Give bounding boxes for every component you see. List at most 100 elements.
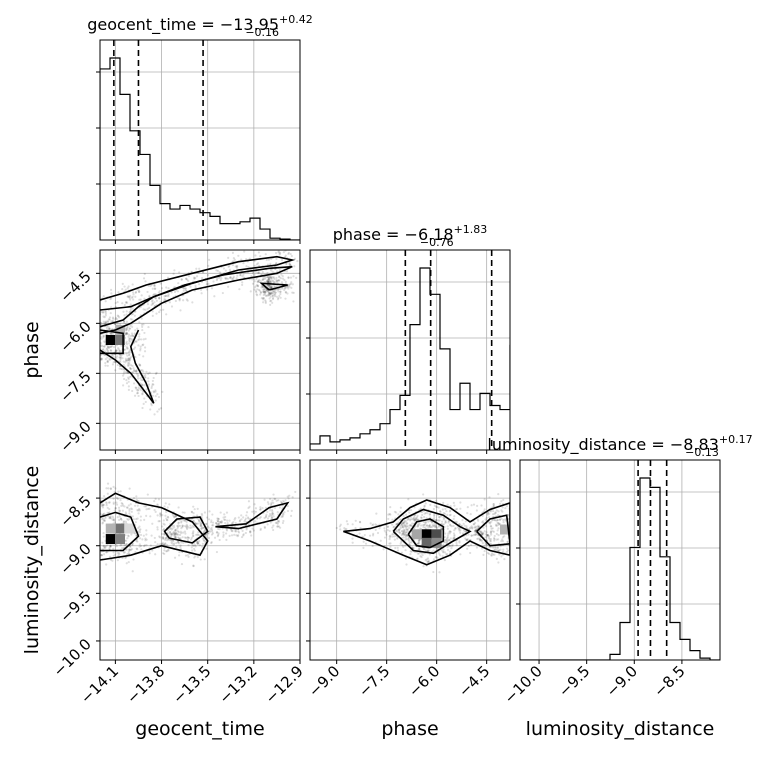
sample-point xyxy=(125,333,128,336)
sample-point xyxy=(131,283,134,286)
sample-point xyxy=(265,258,268,262)
sample-point xyxy=(109,515,112,518)
sample-point xyxy=(432,507,435,511)
sample-point xyxy=(517,544,519,546)
sample-point xyxy=(130,533,133,536)
sample-point xyxy=(168,503,171,506)
sample-point xyxy=(443,517,446,520)
sample-point xyxy=(118,323,122,326)
sample-point xyxy=(264,515,268,518)
sample-point xyxy=(276,511,279,514)
sample-point xyxy=(147,372,150,375)
sample-point xyxy=(404,533,407,536)
sample-point xyxy=(166,550,169,553)
sample-point xyxy=(489,537,493,541)
sample-point xyxy=(168,527,171,531)
sample-point xyxy=(438,571,441,574)
sample-point xyxy=(125,371,128,374)
sample-point xyxy=(191,535,195,538)
sample-point xyxy=(188,536,191,540)
sample-point xyxy=(122,520,126,523)
sample-point xyxy=(177,282,180,285)
sample-point xyxy=(289,282,293,286)
sample-point xyxy=(496,514,500,517)
sample-point xyxy=(488,512,491,515)
sample-point xyxy=(124,327,127,330)
sample-point xyxy=(120,501,123,505)
sample-point xyxy=(436,505,439,509)
sample-point xyxy=(90,334,92,336)
sample-point xyxy=(199,522,202,526)
sample-point xyxy=(234,517,237,520)
sample-point xyxy=(283,286,286,290)
sample-point xyxy=(407,517,410,521)
sample-point xyxy=(255,284,258,287)
sample-point xyxy=(266,284,269,287)
sample-point xyxy=(404,531,407,534)
sample-point xyxy=(135,495,138,498)
sample-point xyxy=(269,292,272,295)
sample-point xyxy=(139,347,142,350)
sample-point xyxy=(124,520,127,523)
sample-point xyxy=(173,556,177,559)
sample-point xyxy=(97,332,99,334)
sample-point xyxy=(402,531,405,534)
sample-point xyxy=(111,515,114,518)
sample-point xyxy=(108,547,111,550)
sample-point xyxy=(420,510,424,514)
sample-point xyxy=(154,372,158,375)
sample-point xyxy=(231,277,234,280)
sample-point xyxy=(192,511,195,515)
sample-point xyxy=(404,549,407,552)
sample-point xyxy=(199,558,202,561)
sample-point xyxy=(103,340,106,343)
sample-point xyxy=(113,322,117,326)
sample-point xyxy=(263,277,267,280)
sample-point xyxy=(180,278,183,281)
sample-point xyxy=(448,523,452,526)
sample-point xyxy=(130,338,134,341)
sample-point xyxy=(388,535,391,538)
sample-point xyxy=(155,299,158,302)
sample-point xyxy=(400,534,404,537)
sample-point xyxy=(118,515,121,518)
sample-point xyxy=(151,302,154,305)
density-cell xyxy=(115,523,125,534)
sample-point xyxy=(446,553,449,556)
sample-point xyxy=(428,513,431,516)
sample-point xyxy=(405,528,408,531)
sample-point xyxy=(181,531,185,534)
sample-point xyxy=(210,521,213,524)
sample-point xyxy=(266,271,269,275)
sample-point xyxy=(196,533,199,536)
sample-point xyxy=(212,280,215,283)
sample-point xyxy=(274,251,278,255)
sample-point xyxy=(190,538,193,541)
sample-point xyxy=(492,502,495,506)
sample-point xyxy=(502,498,505,502)
sample-point xyxy=(418,522,421,525)
sample-point xyxy=(252,277,256,280)
sample-point xyxy=(228,264,231,267)
sample-point xyxy=(205,282,209,285)
sample-point xyxy=(397,528,400,531)
sample-point xyxy=(498,549,501,552)
sample-point xyxy=(501,510,504,513)
sample-point xyxy=(271,301,274,304)
sample-point xyxy=(497,538,500,541)
sample-point xyxy=(402,534,406,537)
sample-point xyxy=(497,534,500,537)
sample-point xyxy=(127,552,130,555)
sample-point xyxy=(287,251,290,254)
sample-point xyxy=(233,258,236,261)
sample-point xyxy=(289,252,292,256)
sample-point xyxy=(158,408,161,411)
density-cell xyxy=(421,529,432,540)
sample-point xyxy=(452,532,456,535)
sample-point xyxy=(265,294,268,298)
sample-point xyxy=(273,295,276,298)
sample-point xyxy=(173,532,176,535)
sample-point xyxy=(178,550,181,554)
sample-point xyxy=(106,359,109,362)
sample-point xyxy=(429,516,432,519)
